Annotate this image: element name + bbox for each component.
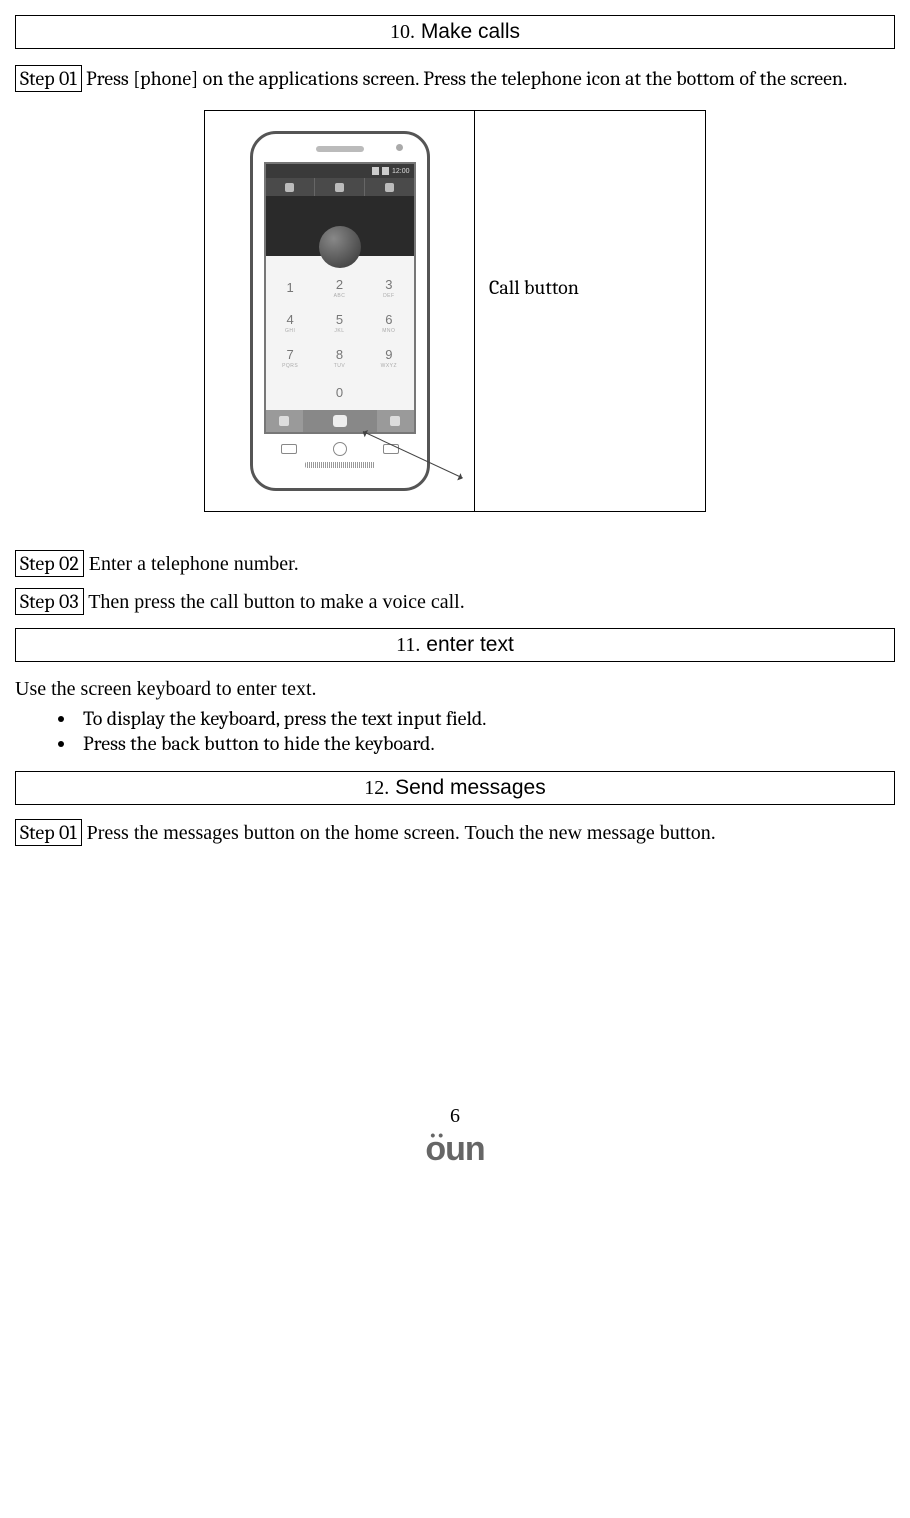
step-paragraph: Step 01 Press the messages button on the… <box>15 821 895 845</box>
status-time: 12:00 <box>392 168 410 175</box>
step-text: Enter a telephone number. <box>84 553 299 575</box>
figure-container: 12:00 1 2ABC 3DEF 4GHI <box>15 110 895 512</box>
key-6: 6MNO <box>364 305 413 340</box>
key-2: 2ABC <box>315 270 364 305</box>
back-button-icon <box>281 444 297 454</box>
phone-illustration: 12:00 1 2ABC 3DEF 4GHI <box>250 131 430 491</box>
step-text: Press the messages button on the home sc… <box>82 822 716 844</box>
section-header-12: 12. Send messages <box>15 771 895 805</box>
key-8: 8TUV <box>315 340 364 375</box>
key-7: 7PQRS <box>266 340 315 375</box>
step-label: Step 01 <box>15 65 82 92</box>
tab-contacts <box>365 178 414 196</box>
step-text: Press [phone] on the applications screen… <box>82 67 848 90</box>
section-number: 10. <box>390 21 415 43</box>
figure-table: 12:00 1 2ABC 3DEF 4GHI <box>204 110 706 512</box>
dial-display <box>266 196 414 256</box>
call-bar <box>266 410 414 432</box>
status-bar: 12:00 <box>266 164 414 178</box>
figure-callout-cell: Call button <box>475 111 705 511</box>
phone-screen: 12:00 1 2ABC 3DEF 4GHI <box>264 162 416 434</box>
key-3: 3DEF <box>364 270 413 305</box>
dial-icon <box>285 183 294 192</box>
phone-speaker-bottom <box>305 462 375 468</box>
section-number: 11. <box>396 634 420 656</box>
section-number: 12. <box>364 777 389 799</box>
figure-image-cell: 12:00 1 2ABC 3DEF 4GHI <box>205 111 475 511</box>
menu-icon <box>390 416 400 426</box>
key-1: 1 <box>266 270 315 305</box>
recent-icon <box>335 183 344 192</box>
key-0: 0 <box>315 375 364 410</box>
step-label: Step 01 <box>15 819 82 846</box>
key-5: 5JKL <box>315 305 364 340</box>
key-star <box>266 375 315 410</box>
step-paragraph: Step 01 Press [phone] on the application… <box>15 65 895 92</box>
phone-speaker-top <box>316 146 364 152</box>
section-header-11: 11. enter text <box>15 628 895 662</box>
page-number: 6 <box>15 1105 895 1128</box>
home-button-icon <box>333 442 347 456</box>
section-title: Send messages <box>395 776 546 799</box>
step-paragraph: Step 03 Then press the call button to ma… <box>15 590 895 614</box>
tab-recent <box>315 178 365 196</box>
nav-bar <box>263 442 417 456</box>
section-title: enter text <box>426 633 514 656</box>
callbar-right <box>377 410 414 432</box>
key-4: 4GHI <box>266 305 315 340</box>
contacts-icon <box>385 183 394 192</box>
logo: •• oun <box>425 1130 484 1169</box>
step-label: Step 03 <box>15 588 84 615</box>
section11-intro: Use the screen keyboard to enter text. <box>15 678 895 701</box>
callbar-left <box>266 410 303 432</box>
section11-bullets: To display the keyboard, press the text … <box>15 707 895 755</box>
bullet-item: To display the keyboard, press the text … <box>77 707 895 730</box>
signal-icon <box>372 167 379 175</box>
callout-text: Call button <box>489 276 579 299</box>
keypad: 1 2ABC 3DEF 4GHI 5JKL 6MNO 7PQRS 8TUV 9W… <box>266 256 414 410</box>
phone-icon <box>333 415 347 427</box>
section-title: Make calls <box>421 20 520 43</box>
step-paragraph: Step 02 Enter a telephone number. <box>15 552 895 576</box>
step-label: Step 02 <box>15 550 84 577</box>
bullet-item: Press the back button to hide the keyboa… <box>77 732 895 755</box>
battery-icon <box>382 167 389 175</box>
dialer-tabs <box>266 178 414 196</box>
clock-icon <box>279 416 289 426</box>
key-9: 9WXYZ <box>364 340 413 375</box>
phone-camera <box>396 144 403 151</box>
logo-dots: •• <box>430 1127 446 1143</box>
key-hash <box>364 375 413 410</box>
contact-avatar <box>319 226 361 268</box>
step-text: Then press the call button to make a voi… <box>84 591 465 613</box>
tab-dial <box>266 178 316 196</box>
section-header-10: 10. Make calls <box>15 15 895 49</box>
page-footer: 6 •• oun <box>15 1105 895 1169</box>
